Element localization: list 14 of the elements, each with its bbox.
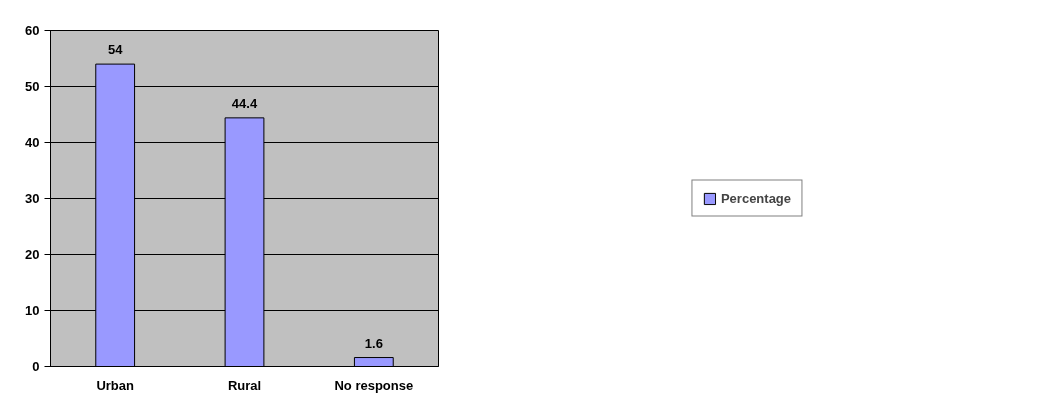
y-tick-label: 40 xyxy=(25,135,40,150)
data-label: 44.4 xyxy=(231,95,258,111)
x-tick-label: No response xyxy=(334,377,414,393)
y-tick-label: 50 xyxy=(25,79,40,94)
legend-label: Percentage xyxy=(720,190,792,206)
y-tick-label: 30 xyxy=(25,191,40,206)
y-tick-label: 10 xyxy=(25,303,40,318)
x-tick-label: Rural xyxy=(227,377,262,393)
x-tick-label: Urban xyxy=(96,377,135,393)
y-tick-label: 20 xyxy=(25,247,40,262)
data-label: 1.6 xyxy=(364,335,383,351)
y-tick-label: 60 xyxy=(25,23,40,38)
data-label: 54 xyxy=(107,42,124,58)
y-tick-label: 0 xyxy=(32,359,40,374)
